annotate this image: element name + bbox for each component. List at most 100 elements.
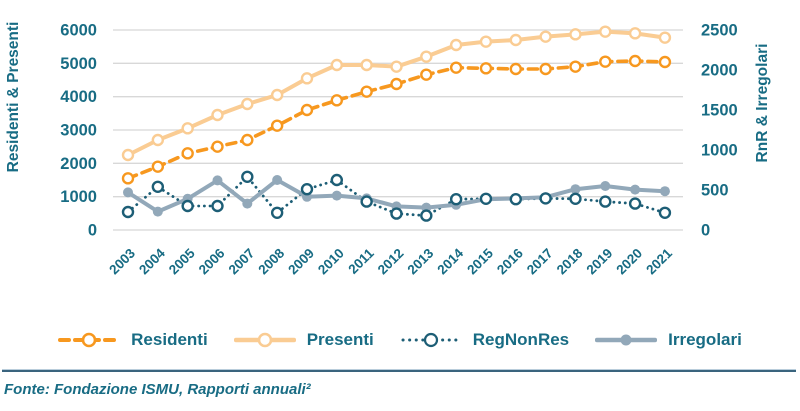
point-residenti-2011	[360, 85, 373, 98]
point-residenti-2015	[479, 62, 493, 75]
point-presenti-2019	[599, 25, 612, 38]
point-residenti-2017	[539, 62, 552, 76]
point-regnonres-2018	[569, 192, 582, 206]
x-axis-tick-2021: 2021	[643, 245, 675, 277]
point-regnonres-2003	[121, 205, 135, 219]
point-irregolari-2003	[123, 187, 133, 198]
x-axis-tick-2015: 2015	[464, 245, 496, 277]
x-axis-tick-2011: 2011	[345, 245, 377, 277]
x-axis-tick-2005: 2005	[166, 245, 198, 277]
point-residenti-2010	[330, 94, 344, 107]
left-axis-tick: 4000	[60, 88, 97, 106]
x-axis-tick-2013: 2013	[405, 245, 437, 277]
point-residenti-2008	[270, 119, 284, 132]
line-chart: 0 1000 2000 3000 4000 5000 6000 0 500 1000 1500 200…	[5, 22, 771, 278]
x-axis-tick-2014: 2014	[434, 245, 466, 277]
x-axis-tick-2019: 2019	[584, 246, 616, 278]
x-axis-tick-2009: 2009	[285, 246, 317, 278]
point-regnonres-2015	[479, 192, 493, 206]
point-presenti-2015	[479, 35, 493, 48]
point-residenti-2003	[121, 172, 135, 185]
legend-item-irregolari: Irregolari	[595, 330, 742, 350]
x-axis-tick-2016: 2016	[494, 245, 526, 277]
x-axis-tick-2020: 2020	[613, 246, 645, 278]
point-residenti-2018	[569, 60, 582, 73]
point-irregolari-2007	[242, 198, 253, 209]
point-regnonres-2014	[449, 192, 463, 206]
x-axis-tick-2007: 2007	[226, 246, 258, 278]
point-residenti-2007	[241, 133, 254, 147]
point-regnonres-2021	[658, 206, 672, 220]
point-presenti-2006	[211, 108, 224, 122]
x-axis-tick-2006: 2006	[196, 245, 228, 277]
point-regnonres-2010	[330, 173, 344, 187]
point-irregolari-2021	[659, 186, 670, 197]
right-axis-title: RnR & Irregolari	[754, 44, 771, 163]
point-presenti-2007	[241, 97, 254, 111]
point-irregolari-2020	[630, 184, 641, 195]
point-residenti-2005	[181, 147, 194, 160]
point-regnonres-2009	[300, 182, 314, 196]
point-regnonres-2013	[420, 209, 433, 222]
point-residenti-2019	[599, 55, 612, 68]
point-regnonres-2007	[241, 170, 254, 184]
right-axis-tick: 1500	[701, 102, 738, 120]
point-regnonres-2006	[211, 199, 224, 213]
x-axis-tick-2010: 2010	[315, 246, 347, 278]
point-presenti-2018	[569, 28, 582, 41]
point-regnonres-2004	[151, 180, 165, 194]
x-axis-tick-2012: 2012	[375, 246, 407, 278]
point-residenti-2006	[211, 140, 224, 153]
regnonres-dotted-line-icon	[401, 332, 461, 348]
point-regnonres-2016	[509, 192, 522, 206]
point-residenti-2014	[449, 61, 463, 74]
left-axis-tick: 3000	[60, 122, 97, 140]
point-irregolari-2010	[331, 190, 342, 201]
legend-item-presenti: Presenti	[233, 330, 374, 350]
x-axis-tick-2017: 2017	[524, 246, 556, 278]
point-presenti-2016	[509, 33, 522, 47]
irregolari-solid-line-icon	[595, 334, 658, 346]
residenti-dashed-line-icon	[58, 332, 121, 348]
point-presenti-2021	[658, 31, 672, 44]
divider	[2, 370, 796, 372]
legend-label-regnonres: RegNonRes	[472, 330, 570, 349]
left-axis-title: Residenti & Presenti	[5, 22, 22, 173]
legend-label-irregolari: Irregolari	[668, 330, 742, 349]
point-presenti-2011	[360, 58, 373, 72]
x-axis-tick-2008: 2008	[255, 245, 287, 277]
right-axis-tick: 500	[701, 182, 729, 200]
point-presenti-2013	[420, 50, 433, 63]
point-residenti-2020	[628, 54, 642, 68]
right-axis-tick: 2500	[701, 22, 738, 40]
point-residenti-2009	[300, 103, 314, 117]
point-irregolari-2019	[600, 181, 611, 191]
point-irregolari-2006	[212, 175, 223, 186]
point-irregolari-2004	[152, 206, 163, 217]
left-axis-tick: 0	[88, 222, 97, 240]
source-note: Fonte: Fondazione ISMU, Rapporti annuali…	[4, 381, 311, 398]
left-axis-tick: 2000	[60, 155, 97, 173]
point-presenti-2004	[151, 133, 165, 147]
chart-area: 0 1000 2000 3000 4000 5000 6000 0 500 1000 1500 200…	[5, 22, 771, 278]
point-regnonres-2020	[628, 197, 642, 210]
point-residenti-2013	[420, 68, 433, 81]
left-axis-tick: 1000	[60, 188, 97, 206]
point-presenti-2020	[628, 27, 642, 40]
point-presenti-2014	[449, 38, 463, 52]
point-residenti-2004	[151, 160, 165, 173]
point-residenti-2012	[390, 77, 403, 91]
point-residenti-2021	[658, 55, 672, 69]
right-axis-tick: 1000	[701, 142, 738, 160]
chart-legend: Residenti Presenti RegNonRes Irregolari	[0, 330, 800, 350]
point-presenti-2017	[539, 30, 552, 43]
point-residenti-2016	[509, 62, 522, 76]
point-regnonres-2012	[390, 207, 403, 220]
legend-label-presenti: Presenti	[306, 330, 374, 349]
x-axis-tick-2003: 2003	[106, 245, 138, 277]
right-axis-tick: 0	[701, 222, 710, 240]
point-presenti-2008	[270, 88, 284, 102]
point-irregolari-2008	[272, 175, 283, 185]
point-presenti-2010	[330, 58, 344, 72]
left-axis-tick: 6000	[60, 22, 97, 40]
